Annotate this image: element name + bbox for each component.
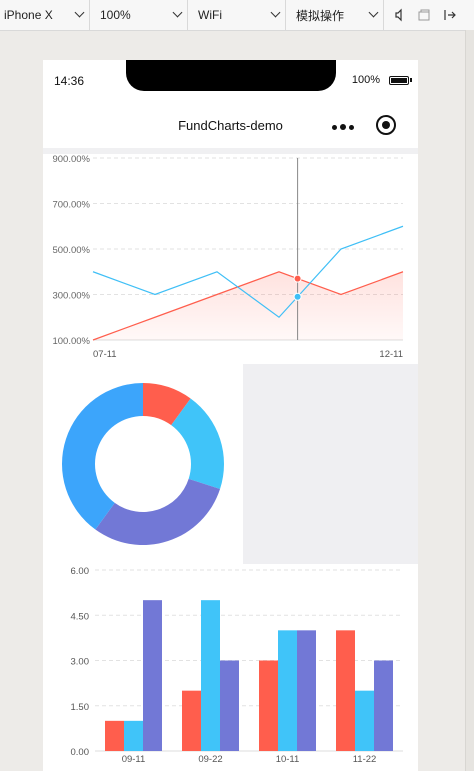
header-divider <box>43 148 418 154</box>
x-tick-label: 10-11 <box>276 754 300 765</box>
y-tick-label: 3.00 <box>71 657 90 668</box>
series-line-blue <box>92 225 404 319</box>
bar <box>297 630 316 751</box>
battery-icon <box>389 76 409 85</box>
y-tick-label: 4.50 <box>71 611 90 622</box>
simulator-toolbar: iPhone X 100% WiFi 模拟操作 <box>0 0 474 31</box>
x-tick-label: 11-22 <box>353 754 377 765</box>
donut-chart[interactable] <box>43 364 243 564</box>
bar <box>278 630 297 751</box>
bar <box>374 660 393 751</box>
bar-chart[interactable]: 0.00 1.50 3.00 4.50 6.00 09-11 09-22 10-11 11-22 <box>43 564 418 771</box>
window-icon[interactable] <box>417 8 431 22</box>
x-tick-label: 07-11 <box>93 349 117 360</box>
bar <box>259 660 278 751</box>
chevron-down-icon <box>74 7 85 18</box>
mode-select-value: 模拟操作 <box>296 8 345 23</box>
crosshair-point-red <box>293 274 302 283</box>
donut-slice <box>171 398 225 490</box>
zoom-select-value: 100% <box>100 8 131 22</box>
y-tick-label: 300.00% <box>52 291 90 302</box>
y-tick-label: 1.50 <box>71 702 90 713</box>
donut-slice <box>95 478 221 545</box>
nav-bar: FundCharts-demo <box>43 104 418 148</box>
phone-screen: 14:36 100% FundCharts-demo 100.00% 300.00… <box>43 60 418 771</box>
dock-icon[interactable] <box>443 8 457 22</box>
zoom-select[interactable]: 100% <box>96 0 188 30</box>
side-scroll-strip <box>465 30 474 771</box>
bar <box>143 600 162 751</box>
x-tick-label: 09-22 <box>198 754 222 765</box>
x-tick-label: 09-11 <box>122 754 146 765</box>
y-tick-label: 6.00 <box>71 566 90 577</box>
bar <box>124 720 143 751</box>
mode-select[interactable]: 模拟操作 <box>292 0 384 30</box>
y-tick-label: 500.00% <box>52 245 90 256</box>
series-area-fill <box>93 271 403 340</box>
bar <box>105 720 124 751</box>
status-bar: 14:36 100% <box>43 60 418 104</box>
series-line-red <box>92 271 404 341</box>
network-select[interactable]: WiFi <box>194 0 286 30</box>
chevron-down-icon <box>368 7 379 18</box>
bar <box>201 600 220 751</box>
chevron-down-icon <box>270 7 281 18</box>
page-title: FundCharts-demo <box>178 118 283 133</box>
status-time: 14:36 <box>54 74 85 88</box>
bar <box>220 660 239 751</box>
device-select-value: iPhone X <box>4 8 53 22</box>
y-tick-label: 900.00% <box>52 154 90 165</box>
close-capsule-icon[interactable] <box>376 115 396 135</box>
more-menu-icon[interactable] <box>332 124 356 130</box>
speaker-icon[interactable] <box>393 8 407 22</box>
line-chart[interactable]: 100.00% 300.00% 500.00% 700.00% 900.00% 07-11… <box>43 154 418 364</box>
donut-slice <box>143 383 191 426</box>
y-tick-label: 100.00% <box>52 336 90 347</box>
battery-percent: 100% <box>351 74 380 86</box>
crosshair-point-blue <box>293 292 302 301</box>
device-select[interactable]: iPhone X <box>0 0 90 30</box>
battery-cap <box>410 78 412 82</box>
y-tick-label: 0.00 <box>71 747 90 758</box>
network-select-value: WiFi <box>198 8 222 22</box>
bar <box>355 690 374 751</box>
chevron-down-icon <box>172 7 183 18</box>
bar <box>336 630 355 751</box>
donut-slice <box>61 383 143 530</box>
x-tick-label: 12-11 <box>379 349 403 360</box>
empty-panel <box>243 364 418 564</box>
device-notch <box>126 60 336 91</box>
y-tick-label: 700.00% <box>52 200 90 211</box>
bar <box>182 690 201 751</box>
